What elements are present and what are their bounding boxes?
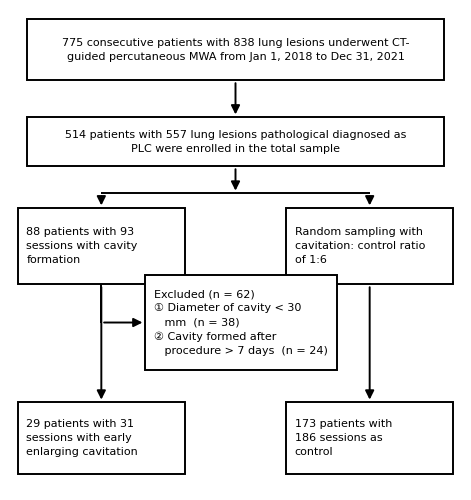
Text: 514 patients with 557 lung lesions pathological diagnosed as
PLC were enrolled i: 514 patients with 557 lung lesions patho… [65, 130, 406, 154]
FancyBboxPatch shape [18, 402, 185, 473]
Text: 29 patients with 31
sessions with early
enlarging cavitation: 29 patients with 31 sessions with early … [26, 419, 138, 457]
FancyBboxPatch shape [145, 274, 337, 370]
FancyBboxPatch shape [27, 19, 444, 80]
Text: 173 patients with
186 sessions as
control: 173 patients with 186 sessions as contro… [295, 419, 392, 457]
FancyBboxPatch shape [286, 402, 453, 473]
FancyBboxPatch shape [286, 208, 453, 284]
Text: Excluded (n = 62)
① Diameter of cavity < 30
   mm  (n = 38)
② Cavity formed afte: Excluded (n = 62) ① Diameter of cavity <… [154, 290, 327, 356]
Text: 88 patients with 93
sessions with cavity
formation: 88 patients with 93 sessions with cavity… [26, 228, 138, 266]
Text: Random sampling with
cavitation: control ratio
of 1:6: Random sampling with cavitation: control… [295, 228, 425, 266]
FancyBboxPatch shape [27, 117, 444, 166]
Text: 775 consecutive patients with 838 lung lesions underwent CT-
guided percutaneous: 775 consecutive patients with 838 lung l… [62, 38, 409, 62]
FancyBboxPatch shape [18, 208, 185, 284]
